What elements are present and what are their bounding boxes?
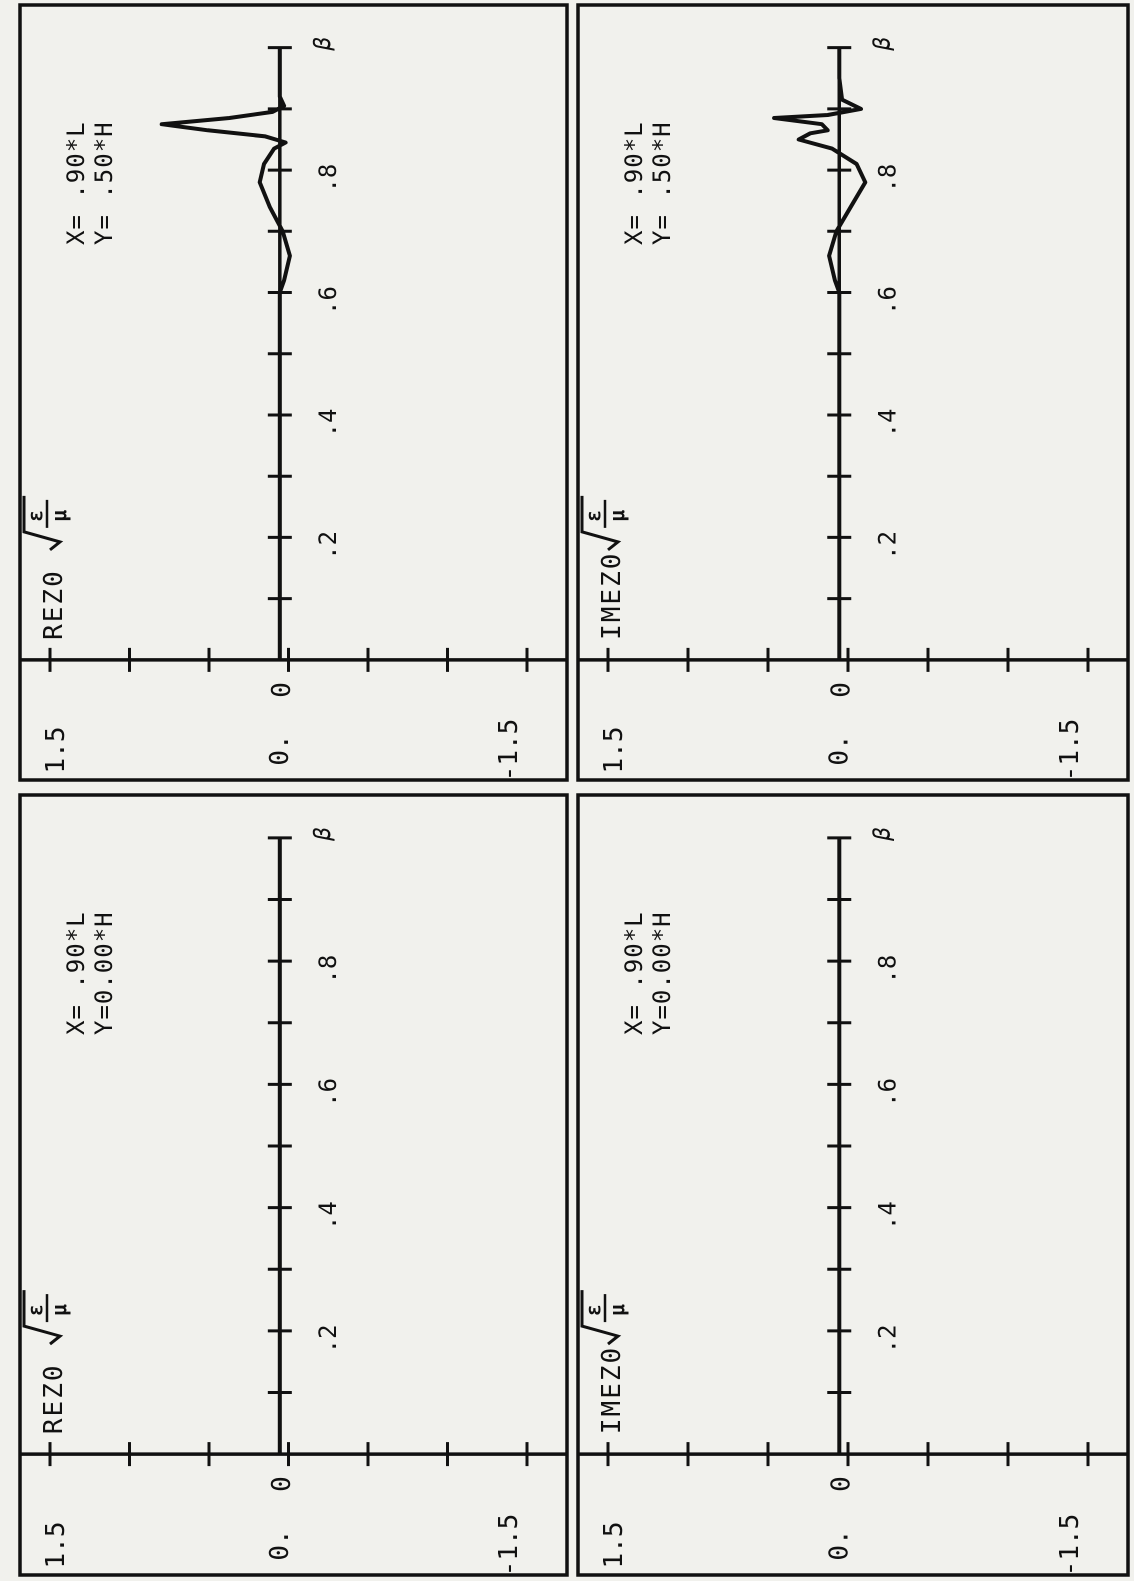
epsilon-symbol: ε — [23, 510, 47, 522]
y-tick-label-max: 1.5 — [599, 1522, 629, 1569]
x-origin-label: 0 — [826, 682, 856, 698]
x-tick-label: .8 — [314, 955, 342, 984]
series-line — [159, 47, 292, 660]
sqrt-radical — [22, 495, 64, 552]
y-tick-label-min: -1.5 — [494, 719, 524, 782]
epsilon-symbol: ε — [581, 510, 605, 522]
x-tick-label: .4 — [314, 1201, 342, 1230]
x-tick-label: .6 — [873, 286, 901, 315]
component-name: IMEZ0 — [597, 1346, 627, 1434]
y-tick-label-max: 1.5 — [41, 1522, 71, 1569]
chart-panel-2: .2 .4 .6 .8 β 1.5 0. -1.5 0 IMEZ0 ε μ X= .90*L Y=0.00… — [576, 793, 1130, 1577]
x-tick-label: .2 — [873, 1324, 901, 1353]
component-title: REZ0 ε μ — [22, 495, 71, 640]
y-tick-label-min: -1.5 — [494, 1514, 524, 1577]
x-tick-label: .2 — [873, 531, 901, 560]
sqrt-radical — [580, 1290, 622, 1346]
component-title: IMEZ0 ε μ — [580, 495, 629, 640]
position-x-label: X= .90*L — [620, 121, 648, 245]
chart-panel-4: .2 .4 .6 .8 β 1.5 0. -1.5 0 IMEZ0 ε μ X= .90*L Y= .50… — [576, 3, 1130, 782]
y-tick-label-zero: 0. — [824, 1529, 854, 1560]
mu-symbol: μ — [605, 1304, 629, 1316]
y-tick-label-max: 1.5 — [41, 727, 71, 774]
x-tick-label: .4 — [873, 1201, 901, 1230]
component-title: REZ0 ε μ — [22, 1290, 71, 1434]
x-axis-label: β — [311, 37, 336, 51]
position-x-label: X= .90*L — [62, 911, 90, 1035]
y-tick-label-max: 1.5 — [599, 727, 629, 774]
x-origin-label: 0 — [267, 682, 297, 698]
component-name: REZ0 — [39, 569, 69, 640]
position-y-label: Y=0.00*H — [90, 911, 118, 1035]
position-y-label: Y=0.00*H — [648, 911, 676, 1035]
x-tick-label: .4 — [873, 409, 901, 438]
x-origin-label: 0 — [826, 1476, 856, 1492]
x-tick-label: .6 — [873, 1078, 901, 1107]
y-tick-label-zero: 0. — [824, 734, 854, 765]
sqrt-radical — [580, 495, 622, 552]
mu-symbol: μ — [47, 1304, 71, 1316]
x-origin-label: 0 — [267, 1476, 297, 1492]
x-tick-label: .8 — [314, 164, 342, 193]
mu-symbol: μ — [605, 510, 629, 522]
y-tick-label-zero: 0. — [265, 1529, 295, 1560]
x-axis-label: β — [870, 37, 895, 51]
sqrt-radical — [22, 1290, 64, 1346]
epsilon-symbol: ε — [23, 1304, 47, 1316]
x-tick-label: .8 — [873, 164, 901, 193]
x-axis-label: β — [311, 827, 336, 841]
position-y-label: Y= .50*H — [648, 121, 676, 245]
y-tick-label-min: -1.5 — [1055, 719, 1085, 782]
x-tick-label: .8 — [873, 955, 901, 984]
x-tick-label: .2 — [314, 1324, 342, 1353]
x-tick-label: .6 — [314, 286, 342, 315]
component-title: IMEZ0 ε μ — [580, 1290, 629, 1434]
component-name: IMEZ0 — [597, 552, 627, 640]
panel-frame — [18, 3, 569, 782]
series-line — [772, 47, 868, 660]
x-tick-label: .4 — [314, 409, 342, 438]
panel-frame — [576, 793, 1130, 1577]
mu-symbol: μ — [47, 510, 71, 522]
component-name: REZ0 — [39, 1363, 69, 1434]
position-x-label: X= .90*L — [62, 121, 90, 245]
position-y-label: Y= .50*H — [90, 121, 118, 245]
y-tick-label-min: -1.5 — [1055, 1514, 1085, 1577]
chart-panel-1: .2 .4 .6 .8 β 1.5 0. -1.5 0 REZ0 ε μ X= .90*L Y=0.00*… — [18, 793, 569, 1577]
x-tick-label: .2 — [314, 531, 342, 560]
x-tick-label: .6 — [314, 1078, 342, 1107]
position-x-label: X= .90*L — [620, 911, 648, 1035]
chart-panel-3: .2 .4 .6 .8 β 1.5 0. -1.5 0 REZ0 ε μ X= .90*L Y= .50*… — [18, 3, 569, 782]
panel-frame — [18, 793, 569, 1577]
x-axis-label: β — [870, 827, 895, 841]
epsilon-symbol: ε — [581, 1304, 605, 1316]
panel-frame — [576, 3, 1130, 782]
y-tick-label-zero: 0. — [265, 734, 295, 765]
